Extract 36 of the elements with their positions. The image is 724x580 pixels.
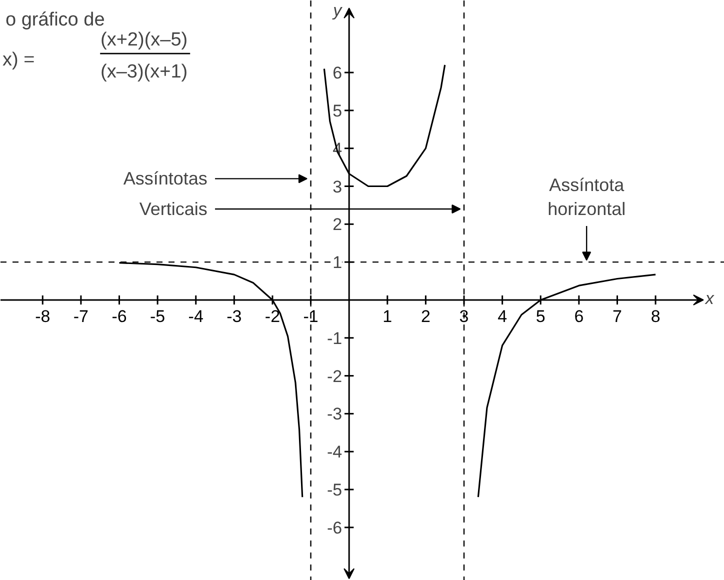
y-tick-label: 5 bbox=[332, 101, 342, 120]
x-tick-label: -4 bbox=[188, 306, 204, 326]
y-tick-label: -5 bbox=[326, 480, 342, 500]
text: o gráfico de bbox=[6, 10, 105, 30]
annotation: (x+2)(x–5) bbox=[100, 30, 188, 50]
annotation: (x–3)(x+1) bbox=[100, 62, 188, 82]
x-tick-label: 5 bbox=[536, 306, 546, 326]
x-tick-label: -1 bbox=[303, 306, 318, 326]
y-tick-label: -3 bbox=[326, 404, 342, 424]
x-tick-label: -2 bbox=[264, 306, 280, 326]
x-tick-label: -3 bbox=[226, 306, 242, 326]
x-tick-label: 8 bbox=[650, 306, 660, 326]
y-tick-label: 1 bbox=[332, 253, 342, 272]
x-tick-label: 4 bbox=[498, 306, 508, 326]
annotation: Assíntotas bbox=[123, 168, 208, 189]
x-tick-label: 3 bbox=[459, 306, 469, 326]
x-tick-label: -8 bbox=[35, 306, 50, 326]
x-tick-label: 6 bbox=[574, 306, 584, 326]
x-tick-label: -7 bbox=[73, 306, 89, 326]
y-tick-label: 6 bbox=[332, 64, 342, 83]
x-tick-label: 7 bbox=[612, 306, 622, 326]
y-tick-label: 3 bbox=[332, 177, 342, 196]
y-tick-label: -6 bbox=[326, 518, 342, 538]
annotation: x) = bbox=[2, 50, 35, 70]
x-tick-label: 1 bbox=[382, 306, 392, 326]
y-axis-title: y bbox=[332, 1, 344, 20]
x-tick-label: 2 bbox=[420, 306, 430, 326]
annotation: Assíntota horizontal bbox=[548, 174, 626, 219]
annotation: Verticais bbox=[139, 198, 208, 219]
x-tick-label: -5 bbox=[150, 306, 166, 326]
y-tick-label: -1 bbox=[326, 328, 342, 348]
y-tick-label: -4 bbox=[326, 442, 342, 462]
y-tick-label: -2 bbox=[326, 366, 342, 386]
x-axis-title: x bbox=[704, 288, 714, 308]
x-tick-label: -6 bbox=[112, 306, 127, 326]
y-tick-label: 2 bbox=[332, 215, 342, 234]
